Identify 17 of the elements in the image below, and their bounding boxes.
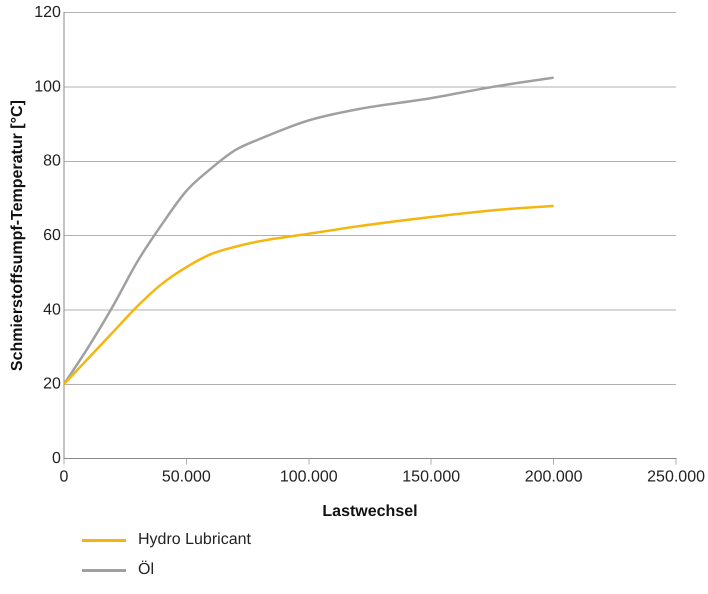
x-tick-label: 150.000 (402, 468, 460, 486)
line-series (64, 204, 555, 386)
y-tick-label: 120 (34, 4, 61, 22)
legend-label: Hydro Lubricant (138, 531, 251, 549)
y-tick-label: 80 (43, 152, 61, 170)
y-tick-label: 40 (43, 301, 61, 318)
x-axis-title: Lastwechsel (322, 502, 418, 520)
x-tick-label: 200.000 (524, 468, 583, 486)
y-tick-label: 60 (43, 227, 61, 244)
legend-label: Öl (138, 561, 154, 579)
y-tick-label: 0 (52, 450, 61, 468)
y-axis-title: Schmierstoffsumpf-Temperatur [°C] (9, 100, 26, 372)
y-tick-label: 20 (43, 376, 61, 393)
x-tick-label: 50.000 (162, 468, 211, 486)
x-tick-label: 250.000 (647, 468, 706, 486)
x-tick-label: 100.000 (280, 468, 338, 486)
y-tick-label: 100 (34, 78, 61, 96)
